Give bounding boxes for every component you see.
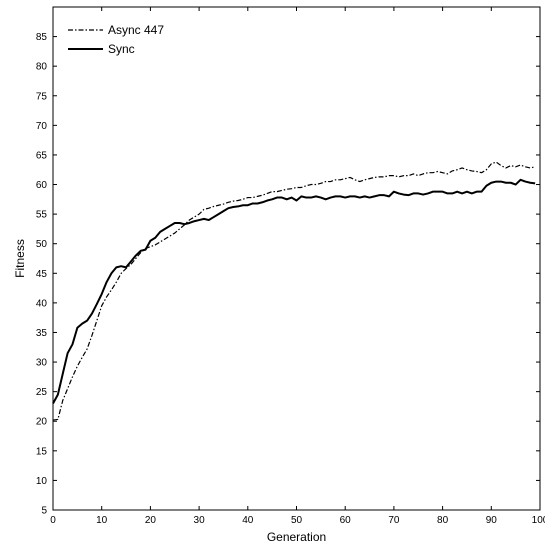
y-tick-label: 40 bbox=[36, 298, 48, 309]
legend-label: Sync bbox=[108, 42, 135, 56]
x-tick-label: 10 bbox=[96, 515, 108, 526]
y-tick-label: 30 bbox=[36, 358, 48, 369]
plot-frame bbox=[52, 6, 541, 511]
y-tick-label: 15 bbox=[36, 446, 48, 457]
y-tick-label: 80 bbox=[36, 62, 48, 73]
y-tick-label: 45 bbox=[36, 269, 48, 280]
y-tick-label: 35 bbox=[36, 328, 48, 339]
x-tick-label: 0 bbox=[50, 515, 56, 526]
y-tick-label: 75 bbox=[36, 91, 48, 102]
y-tick-label: 50 bbox=[36, 239, 48, 250]
y-tick-label: 10 bbox=[36, 476, 48, 487]
y-tick-label: 85 bbox=[36, 32, 48, 43]
x-tick-label: 40 bbox=[242, 515, 254, 526]
x-tick-label: 80 bbox=[437, 515, 449, 526]
y-tick-label: 5 bbox=[41, 506, 47, 517]
x-tick-label: 60 bbox=[340, 515, 352, 526]
y-tick-label: 65 bbox=[36, 150, 48, 161]
y-tick-label: 20 bbox=[36, 417, 48, 428]
x-tick-label: 70 bbox=[388, 515, 400, 526]
y-tick-label: 25 bbox=[36, 387, 48, 398]
series-line-sync bbox=[52, 178, 536, 404]
x-tick-label: 90 bbox=[486, 515, 498, 526]
series-line-async-447 bbox=[52, 161, 536, 421]
y-tick-label: 55 bbox=[36, 210, 48, 221]
y-axis-title: Fitness bbox=[13, 239, 27, 278]
legend-label: Async 447 bbox=[108, 23, 164, 37]
x-tick-label: 20 bbox=[145, 515, 157, 526]
x-tick-label: 30 bbox=[194, 515, 206, 526]
y-tick-label: 70 bbox=[36, 121, 48, 132]
x-tick-label: 100 bbox=[532, 515, 545, 526]
x-tick-label: 50 bbox=[291, 515, 303, 526]
y-tick-label: 60 bbox=[36, 180, 48, 191]
x-axis-title: Generation bbox=[267, 530, 326, 544]
